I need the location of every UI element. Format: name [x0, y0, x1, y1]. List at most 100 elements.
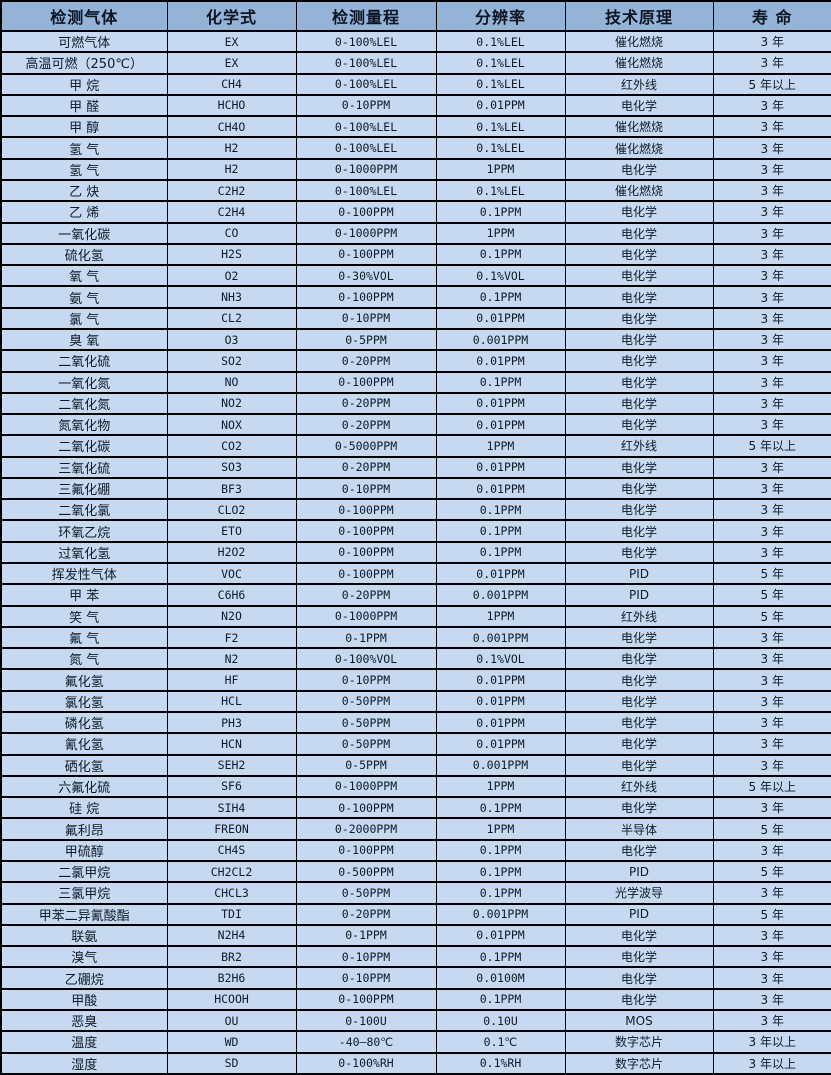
table-cell: SF6	[166, 774, 297, 799]
table-cell: 电化学	[564, 987, 714, 1011]
table-cell: 3 年	[712, 285, 831, 309]
table-cell: 3 年	[712, 923, 831, 948]
table-cell: WD	[166, 1030, 297, 1054]
table-cell: 电化学	[564, 625, 714, 650]
table-cell: 二氧化碳	[0, 434, 168, 458]
table-cell: 氟利昂	[0, 817, 168, 841]
table-cell: 氧 气	[0, 264, 168, 288]
table-cell: 0-20PPM	[295, 391, 437, 416]
table-cell: 0.1%LEL	[435, 29, 566, 54]
table-cell: 0-100PPM	[295, 242, 437, 267]
table-cell: 电化学	[564, 306, 714, 330]
table-cell: 0-100PPM	[295, 200, 437, 224]
table-cell: 1PPM	[435, 157, 566, 181]
table-cell: H2O2	[166, 540, 297, 565]
table-cell: 0-10PPM	[295, 945, 437, 969]
table-cell: 0.01PPM	[435, 923, 566, 948]
table-cell: C6H6	[166, 583, 297, 607]
table-cell: 0.001PPM	[435, 625, 566, 650]
table-cell: 电化学	[564, 93, 714, 118]
table-cell: 0-100PPM	[295, 562, 437, 586]
table-cell: 3 年	[712, 242, 831, 267]
table-cell: -40—80℃	[295, 1030, 437, 1054]
table-cell: 0.10U	[435, 1008, 566, 1033]
table-row: 可燃气体 EX 0-100%LEL 0.1%LEL 催化燃烧 3 年	[0, 29, 831, 54]
table-cell: 3 年	[712, 370, 831, 394]
table-row: 笑 气 N2O 0-1000PPM 1PPM 红外线 5 年	[0, 604, 831, 628]
table-cell: 0-500PPM	[295, 859, 437, 884]
table-cell: 电化学	[564, 370, 714, 394]
table-cell: 0.01PPM	[435, 710, 566, 735]
table-cell: PID	[564, 583, 714, 607]
table-cell: 3 年	[712, 689, 831, 714]
table-cell: 电化学	[564, 349, 714, 373]
table-cell: EX	[166, 29, 297, 54]
table-row: 乙硼烷 B2H6 0-10PPM 0.0100M 电化学 3 年	[0, 966, 831, 990]
table-row: 甲 苯 C6H6 0-20PPM 0.001PPM PID 5 年	[0, 583, 831, 607]
table-cell: 3 年	[712, 93, 831, 118]
table-cell: 0.01PPM	[435, 413, 566, 437]
table-cell: PH3	[166, 710, 297, 735]
table-cell: MOS	[564, 1008, 714, 1033]
table-cell: SD	[166, 1051, 297, 1075]
table-cell: 3 年	[712, 476, 831, 501]
table-cell: 5 年	[712, 604, 831, 628]
table-cell: PID	[564, 562, 714, 586]
table-row: 乙 烯 C2H4 0-100PPM 0.1PPM 电化学 3 年	[0, 200, 831, 224]
table-cell: 电化学	[564, 327, 714, 352]
table-cell: 硅 烷	[0, 796, 168, 820]
table-cell: 磷化氢	[0, 710, 168, 735]
table-cell: 3 年	[712, 221, 831, 245]
table-cell: 催化燃烧	[564, 178, 714, 203]
table-cell: 3 年	[712, 413, 831, 437]
table-cell: NO	[166, 370, 297, 394]
table-cell: 高温可燃（250℃）	[0, 51, 168, 75]
table-body: 可燃气体 EX 0-100%LEL 0.1%LEL 催化燃烧 3 年高温可燃（250℃） E…	[0, 29, 831, 1075]
col-header-lifespan: 寿 命	[712, 1, 831, 32]
table-cell: 挥发性气体	[0, 562, 168, 586]
table-cell: B2H6	[166, 966, 297, 990]
table-cell: 氰化氢	[0, 732, 168, 756]
table-cell: 0-100%LEL	[295, 178, 437, 203]
table-cell: 0-100PPM	[295, 370, 437, 394]
table-cell: 3 年	[712, 540, 831, 565]
table-cell: 0.001PPM	[435, 327, 566, 352]
table-cell: 0-1000PPM	[295, 604, 437, 628]
table-cell: HCOOH	[166, 987, 297, 1011]
table-cell: PID	[564, 859, 714, 884]
table-cell: 甲 醇	[0, 115, 168, 139]
table-cell: 0-100%RH	[295, 1051, 437, 1075]
table-row: 一氧化碳 CO 0-1000PPM 1PPM 电化学 3 年	[0, 221, 831, 245]
table-cell: 0-100PPM	[295, 838, 437, 862]
table-row: 挥发性气体 VOC 0-100PPM 0.01PPM PID 5 年	[0, 562, 831, 586]
table-cell: 三氯甲烷	[0, 881, 168, 905]
table-cell: 0.01PPM	[435, 562, 566, 586]
table-row: 二氧化硫 SO2 0-20PPM 0.01PPM 电化学 3 年	[0, 349, 831, 373]
table-cell: 5 年以上	[712, 434, 831, 458]
table-row: 氧 气 O2 0-30%VOL 0.1%VOL 电化学 3 年	[0, 264, 831, 288]
table-cell: 0.1PPM	[435, 370, 566, 394]
table-cell: 0-1000PPM	[295, 221, 437, 245]
table-cell: N2H4	[166, 923, 297, 948]
table-row: 氢 气 H2 0-100%LEL 0.1%LEL 催化燃烧 3 年	[0, 136, 831, 160]
table-cell: 0.1PPM	[435, 987, 566, 1011]
table-cell: ETO	[166, 519, 297, 543]
table-cell: C2H4	[166, 200, 297, 224]
table-cell: 电化学	[564, 476, 714, 501]
table-cell: 0.001PPM	[435, 583, 566, 607]
table-cell: F2	[166, 625, 297, 650]
table-cell: 1PPM	[435, 221, 566, 245]
table-row: 磷化氢 PH3 0-50PPM 0.01PPM 电化学 3 年	[0, 710, 831, 735]
table-cell: 3 年	[712, 306, 831, 330]
table-cell: HCL	[166, 689, 297, 714]
table-cell: 二氧化氮	[0, 391, 168, 416]
table-cell: 电化学	[564, 498, 714, 522]
table-cell: 0-100%LEL	[295, 29, 437, 54]
table-cell: 氟化氢	[0, 668, 168, 692]
table-cell: OU	[166, 1008, 297, 1033]
table-cell: 5 年	[712, 817, 831, 841]
table-cell: 0-10PPM	[295, 668, 437, 692]
table-cell: 0.1PPM	[435, 881, 566, 905]
table-cell: 5 年	[712, 859, 831, 884]
table-cell: 三氧化硫	[0, 455, 168, 479]
